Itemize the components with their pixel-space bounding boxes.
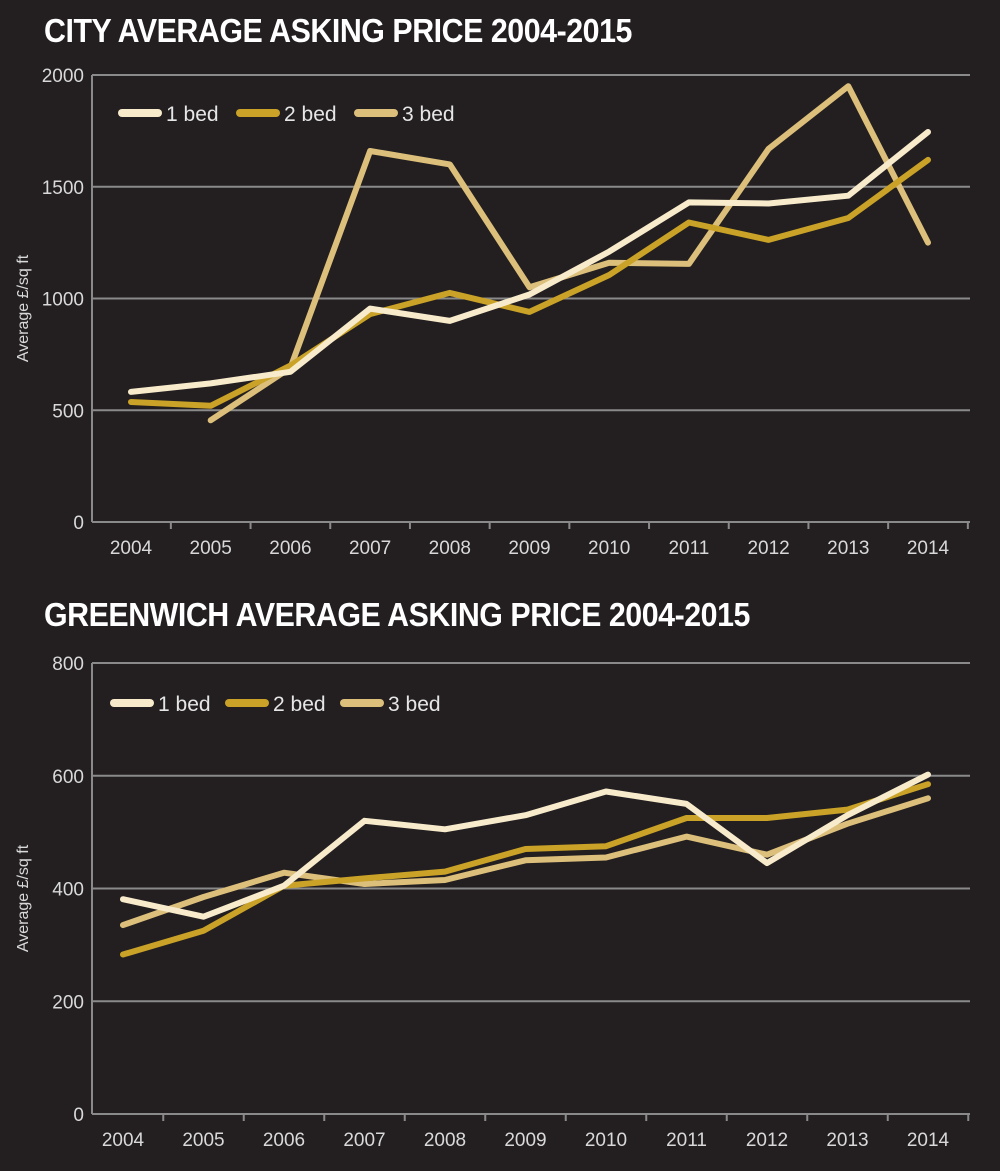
greenwich-y-tick-label: 600 <box>52 767 84 788</box>
greenwich-series-line-2-bed <box>120 781 931 958</box>
greenwich-y-tick-label: 200 <box>52 992 84 1013</box>
greenwich-chart-title: GREENWICH AVERAGE ASKING PRICE 2004-2015 <box>44 596 750 633</box>
city-legend-label: 2 bed <box>284 103 337 126</box>
city-legend-label: 1 bed <box>166 103 219 126</box>
greenwich-x-tick-label: 2012 <box>746 1130 788 1151</box>
greenwich-x-tick-label: 2005 <box>182 1130 224 1151</box>
city-legend-label: 3 bed <box>402 103 455 126</box>
city-y-tick-label: 2000 <box>42 66 84 87</box>
city-x-tick-label: 2012 <box>747 538 789 559</box>
greenwich-x-tick-label: 2006 <box>263 1130 305 1151</box>
greenwich-x-tick-label: 2007 <box>343 1130 385 1151</box>
city-x-tick-label: 2011 <box>668 538 709 559</box>
city-x-tick-label: 2013 <box>827 538 869 559</box>
city-x-tick-label: 2005 <box>190 538 232 559</box>
city-x-tick-label: 2006 <box>269 538 311 559</box>
greenwich-y-tick-label: 800 <box>52 654 84 675</box>
city-x-tick-label: 2008 <box>429 538 471 559</box>
city-x-tick-label: 2004 <box>110 538 153 559</box>
city-price-chart: 0 500 1000 1500 2000 2004 2005 2006 2007 2008 2009… <box>15 66 970 559</box>
city-x-tick-label: 2010 <box>588 538 630 559</box>
city-y-tick-label: 1500 <box>42 178 84 199</box>
greenwich-legend-label: 2 bed <box>273 693 326 716</box>
city-x-tick-label: 2009 <box>508 538 550 559</box>
city-x-tick-label: 2014 <box>907 538 950 559</box>
greenwich-x-tick-label: 2011 <box>666 1130 707 1151</box>
greenwich-x-tick-label: 2013 <box>826 1130 868 1151</box>
city-series-line-2-bed <box>128 156 931 409</box>
greenwich-y-tick-label: 0 <box>73 1105 84 1126</box>
greenwich-series-line-1-bed <box>120 771 931 920</box>
city-series-line-1-bed <box>128 129 931 395</box>
city-y-tick-label: 0 <box>73 513 84 534</box>
city-y-axis-label: Average £/sq ft <box>15 254 32 362</box>
greenwich-x-tick-label: 2009 <box>504 1130 546 1151</box>
greenwich-legend-label: 3 bed <box>388 693 441 716</box>
greenwich-x-tick-label: 2008 <box>424 1130 466 1151</box>
greenwich-x-tick-label: 2004 <box>102 1130 145 1151</box>
greenwich-x-tick-label: 2010 <box>585 1130 627 1151</box>
greenwich-legend-label: 1 bed <box>158 693 211 716</box>
greenwich-x-tick-label: 2014 <box>907 1130 950 1151</box>
city-chart-title: CITY AVERAGE ASKING PRICE 2004-2015 <box>44 12 632 49</box>
city-y-tick-label: 1000 <box>42 290 84 311</box>
greenwich-y-axis-label: Average £/sq ft <box>15 844 32 952</box>
city-x-tick-label: 2007 <box>349 538 391 559</box>
greenwich-y-tick-label: 400 <box>52 880 84 901</box>
city-y-tick-label: 500 <box>52 401 84 422</box>
